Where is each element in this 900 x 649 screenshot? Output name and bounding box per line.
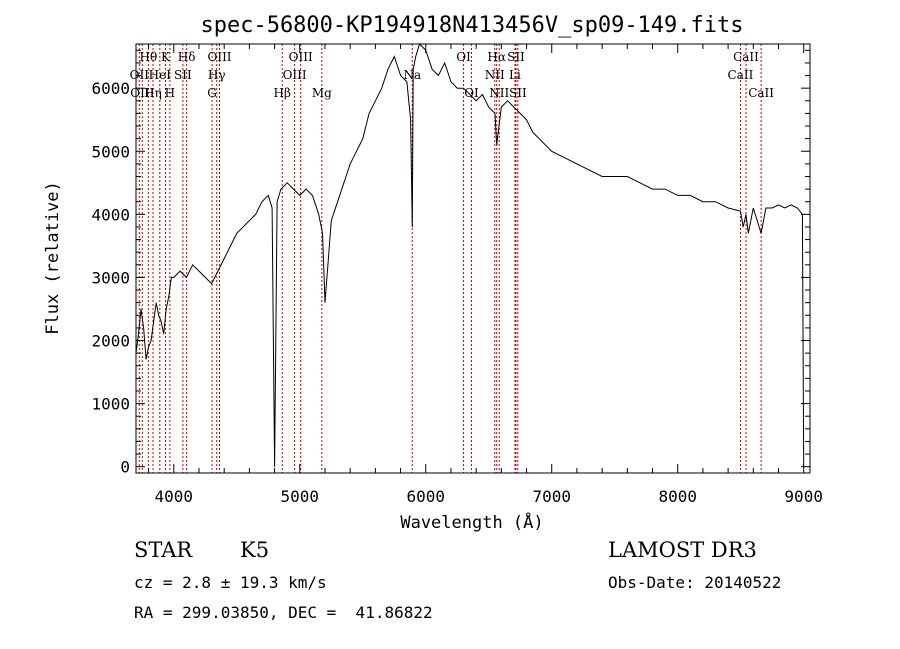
redshift-cz: cz = 2.8 ± 19.3 km/s [134,573,327,592]
sky-coordinates: RA = 299.03850, DEC = 41.86822 [134,603,433,622]
x-tick-label: 4000 [155,487,194,506]
spectral-line-labels: OIIOIIIHθHηHeIKHSIIHδGHγOIIIHβOIIIOIIIMg… [130,50,775,100]
line-label-22: Li [509,68,521,82]
y-tick-label: 3000 [91,268,130,287]
line-label-26: CaII [733,50,759,64]
survey-name: LAMOST DR3 [608,538,757,562]
line-label-7: SII [174,68,192,82]
line-label-21: NII [489,86,509,100]
line-label-16: Na [403,68,421,82]
y-tick-label: 1000 [91,395,130,414]
line-label-4: HeI [149,68,172,82]
line-label-19: NII [485,68,505,82]
line-label-13: OIII [283,68,307,82]
plot-frame [135,43,811,474]
x-axis-ticks: 4000 5000 6000 7000 8000 9000 [148,44,823,506]
object-subclass: K5 [240,538,270,562]
y-tick-label: 0 [120,458,130,477]
line-label-10: Hγ [208,68,226,82]
y-tick-label: 2000 [91,332,130,351]
line-label-23: SII [507,50,525,64]
x-axis-label: Wavelength (Å) [400,511,543,533]
line-label-27: CaII [748,86,774,100]
line-label-3: Hη [144,86,162,100]
object-class: STAR [134,538,193,562]
spectrum-line [135,43,805,467]
line-label-25: CaII [728,68,754,82]
line-label-2: Hθ [139,50,157,64]
line-label-5: K [161,50,171,64]
y-tick-label: 5000 [91,142,130,161]
line-label-20: Hα [487,50,506,64]
y-axis-ticks: 0 1000 2000 3000 4000 5000 6000 [91,49,810,477]
line-label-0: OII [130,68,150,82]
line-label-17: OI [456,50,471,64]
y-tick-label: 6000 [91,79,130,98]
line-label-8: Hδ [178,50,196,64]
line-label-6: H [165,86,175,100]
spectral-line-markers [138,44,762,473]
x-tick-label: 5000 [281,487,320,506]
observation-date: Obs-Date: 20140522 [608,573,782,592]
x-tick-label: 9000 [784,487,823,506]
x-tick-label: 8000 [658,487,697,506]
line-label-12: Hβ [274,86,291,100]
y-tick-label: 4000 [91,205,130,224]
line-label-18: OI [464,86,479,100]
x-tick-label: 7000 [532,487,571,506]
chart-title: spec-56800-KP194918N413456V_sp09-149.fit… [200,13,743,38]
x-tick-label: 6000 [406,487,445,506]
line-label-14: OIII [289,50,313,64]
line-label-9: G [207,86,217,100]
line-label-24: SII [509,86,527,100]
line-label-15: Mg [312,86,332,100]
line-label-11: OIII [207,50,231,64]
y-axis-label: Flux (relative) [43,181,63,335]
